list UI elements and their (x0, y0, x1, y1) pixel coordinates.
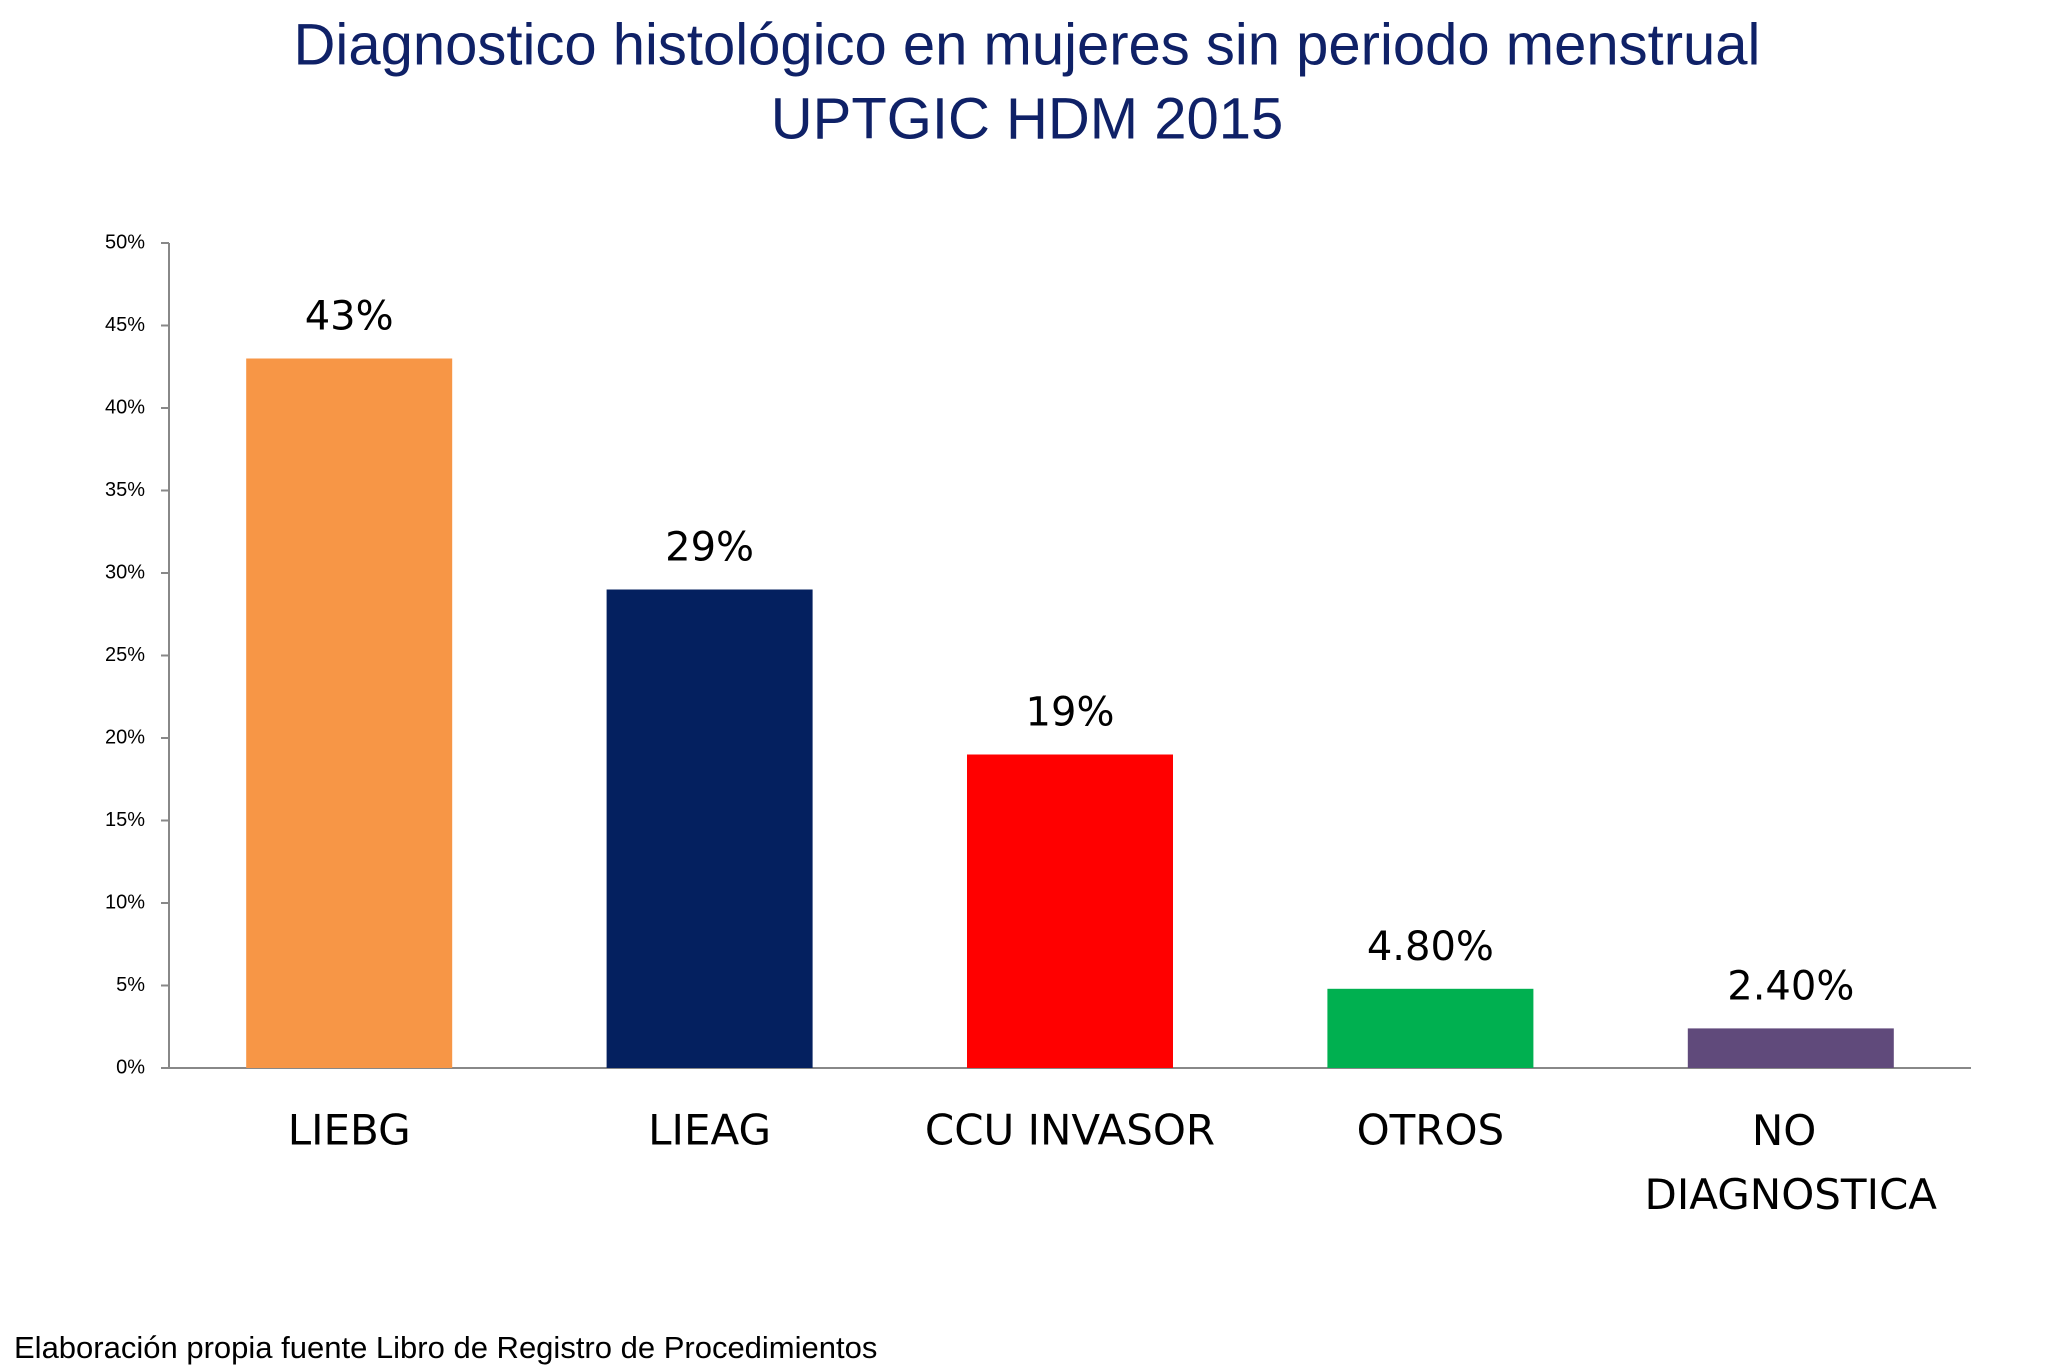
value-label: 2.40% (1727, 963, 1854, 1009)
x-tick-label: LIEBG (288, 1106, 411, 1155)
y-tick-label: 45% (105, 314, 145, 336)
x-tick-label: OTROS (1357, 1106, 1505, 1155)
y-tick-label: 20% (105, 726, 145, 748)
value-label: 19% (1026, 690, 1115, 736)
y-tick-label: 5% (116, 974, 145, 996)
y-tick-label: 35% (105, 479, 145, 501)
value-label: 43% (305, 294, 394, 340)
bar (606, 589, 813, 1068)
y-tick-label: 30% (105, 561, 145, 583)
chart-title: Diagnostico histológico en mujeres sin p… (294, 12, 1761, 77)
value-label: 29% (665, 525, 754, 571)
x-tick-label: LIEAG (648, 1106, 771, 1155)
x-tick-label: NO DIAGNOSTICA (1645, 1106, 1938, 1219)
bar (967, 754, 1173, 1068)
bar (1687, 1028, 1894, 1068)
chart-subtitle: UPTGIC HDM 2015 (771, 86, 1283, 151)
y-tick-label: 40% (105, 396, 145, 418)
bar (246, 358, 453, 1068)
value-label: 4.80% (1367, 924, 1494, 970)
y-tick-label: 0% (116, 1056, 145, 1078)
y-tick-label: 50% (105, 231, 145, 253)
bar (1327, 988, 1534, 1068)
y-tick-label: 25% (105, 644, 145, 666)
y-tick-label: 10% (105, 891, 145, 913)
x-tick-label: CCU INVASOR (925, 1106, 1215, 1155)
y-tick-label: 15% (105, 809, 145, 831)
source-note: Elaboración propia fuente Libro de Regis… (14, 1330, 877, 1365)
